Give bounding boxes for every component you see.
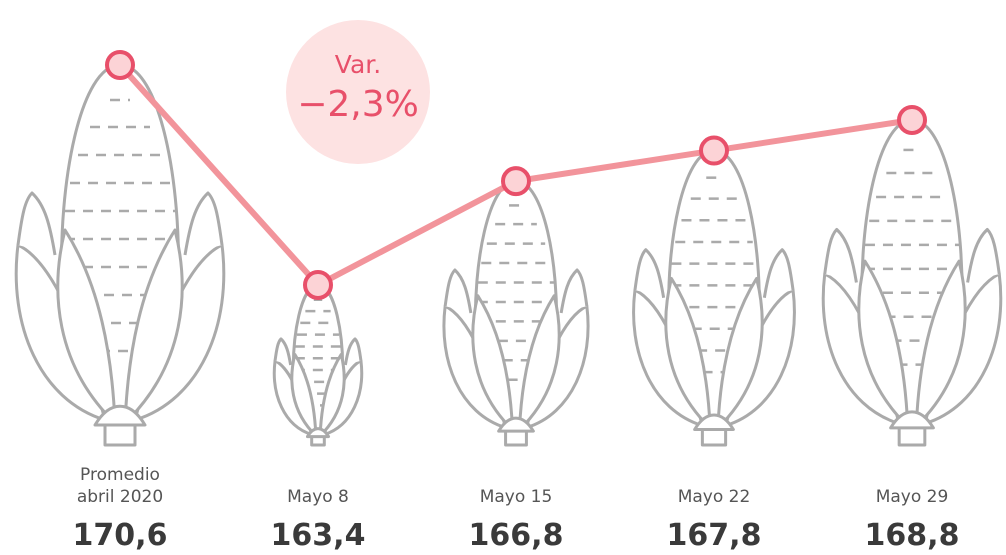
corn-icon [14,63,226,447]
marker [501,166,531,197]
corn-icon [821,118,1003,447]
value-label: 163,4 [270,518,366,553]
value-label: 166,8 [468,518,564,553]
value-label: 168,8 [864,518,960,553]
marker [105,50,135,80]
category-label: Mayo 15 [479,487,553,507]
annotation-bubble [286,20,430,164]
corn-icon [442,180,590,447]
category-label: Mayo 29 [875,487,949,507]
value-label: 170,6 [72,518,168,553]
marker [699,135,729,166]
corn-icons [14,63,1003,447]
marker [897,105,927,135]
corn-icon [632,149,796,447]
annotation-title: Var. [335,50,381,79]
corn-icon [273,284,363,446]
category-label: Mayo 22 [677,487,751,507]
category-label: Promedio abril 2020 [76,465,164,507]
annotation-text: −2,3% [297,84,419,125]
value-label: 167,8 [666,518,762,553]
marker [303,270,333,300]
category-label: Mayo 8 [287,487,349,507]
